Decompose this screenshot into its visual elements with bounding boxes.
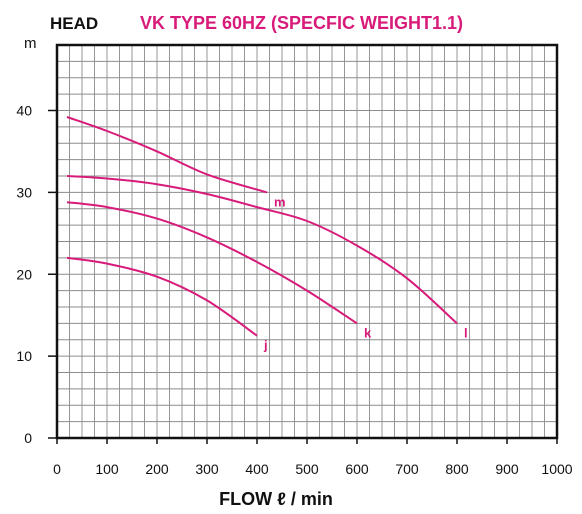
series-curves: m l k j xyxy=(66,116,468,353)
x-tick-label: 900 xyxy=(495,461,519,477)
x-tick-labels: 0 100 200 300 400 500 600 700 800 900 1000 xyxy=(53,438,573,477)
series-curve-l xyxy=(66,175,458,325)
head-label: HEAD xyxy=(50,14,98,33)
series-label-l: l xyxy=(464,325,468,340)
x-tick-label: 300 xyxy=(195,461,219,477)
y-tick-label: 10 xyxy=(16,348,32,364)
x-tick-label: 700 xyxy=(395,461,419,477)
series-curve-m xyxy=(66,116,268,194)
y-tick-label: 30 xyxy=(16,184,32,200)
series-curve-j xyxy=(66,256,258,337)
series-curve-k xyxy=(66,201,358,325)
x-axis-label: FLOW ℓ / min xyxy=(219,489,333,509)
x-tick-label: 100 xyxy=(95,461,119,477)
x-tick-label: 0 xyxy=(53,461,61,477)
x-tick-label: 1000 xyxy=(541,461,572,477)
series-label-m: m xyxy=(274,194,286,209)
series-label-j: j xyxy=(263,338,268,353)
y-tick-label: 40 xyxy=(16,103,32,119)
x-tick-label: 400 xyxy=(245,461,269,477)
x-tick-label: 800 xyxy=(445,461,469,477)
y-tick-labels: 0 10 20 30 40 xyxy=(16,103,57,446)
series-label-k: k xyxy=(364,325,372,340)
grid-lines xyxy=(57,45,557,438)
y-tick-label: 20 xyxy=(16,266,32,282)
x-tick-label: 500 xyxy=(295,461,319,477)
x-tick-label: 200 xyxy=(145,461,169,477)
x-tick-label: 600 xyxy=(345,461,369,477)
chart-title: VK TYPE 60HZ (SPECFIC WEIGHT1.1) xyxy=(140,13,463,33)
y-tick-label: 0 xyxy=(24,430,32,446)
y-unit-label: m xyxy=(24,35,37,52)
